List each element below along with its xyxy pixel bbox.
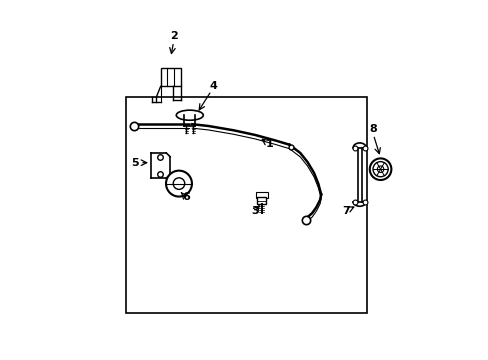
Ellipse shape [173, 178, 184, 189]
Bar [160, 68, 181, 86]
Text: 4: 4 [209, 81, 217, 91]
Text: 8: 8 [368, 124, 376, 134]
Ellipse shape [176, 110, 203, 120]
Ellipse shape [166, 171, 192, 197]
Text: 1: 1 [265, 139, 273, 149]
Text: 5: 5 [131, 158, 139, 168]
Text: 7: 7 [342, 206, 349, 216]
Bar [257, 197, 265, 204]
Ellipse shape [372, 162, 387, 177]
Bar [125, 97, 366, 313]
Ellipse shape [377, 166, 383, 172]
Ellipse shape [369, 158, 390, 180]
Text: 3: 3 [251, 206, 259, 216]
Bar [256, 192, 267, 198]
Text: 2: 2 [170, 31, 178, 41]
Text: 6: 6 [182, 192, 189, 202]
